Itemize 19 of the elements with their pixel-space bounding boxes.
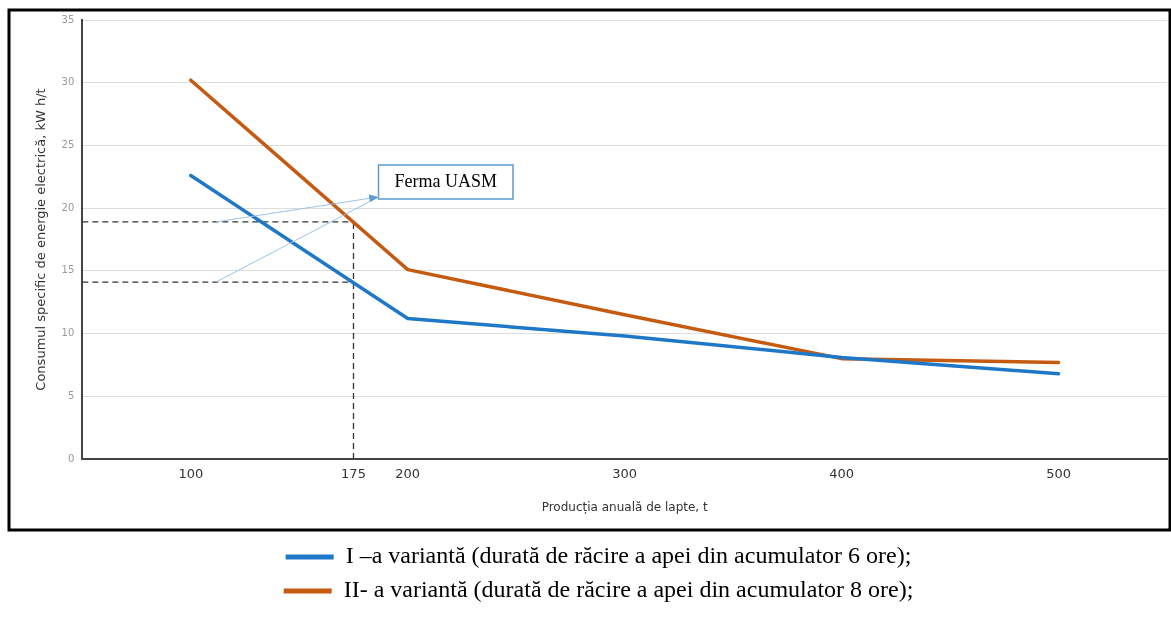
x-tick-label: 300	[612, 466, 638, 482]
y-tick-label: 30	[61, 76, 75, 88]
annotation: Ferma UASM	[394, 170, 497, 191]
y-tick-label: 5	[67, 389, 75, 401]
x-tick-label: 500	[1046, 466, 1071, 482]
y-tick-label: 20	[61, 201, 75, 213]
y-tick-label: 15	[61, 264, 75, 276]
y-tick-label: 0	[67, 452, 75, 464]
y-tick-label: 35	[61, 13, 75, 25]
y-tick-label: 10	[61, 327, 75, 339]
x-tick-label: 400	[829, 466, 855, 482]
x-tick-label: 175	[341, 466, 366, 482]
x-tick-label: 100	[178, 466, 204, 482]
legend-label: I –a variantă (durată de răcire a apei din acumulator 6 ore);	[345, 542, 912, 569]
x-axis-title: Producția anuală de lapte, t	[541, 499, 708, 514]
y-tick-label: 25	[61, 139, 75, 151]
y-axis-title: Consumul specific de energie electrică, kW h/t	[33, 88, 49, 391]
x-tick-label: 200	[395, 466, 421, 482]
legend-label: II- a variantă (durată de răcire a apei din acumulator 8 ore);	[343, 576, 914, 603]
